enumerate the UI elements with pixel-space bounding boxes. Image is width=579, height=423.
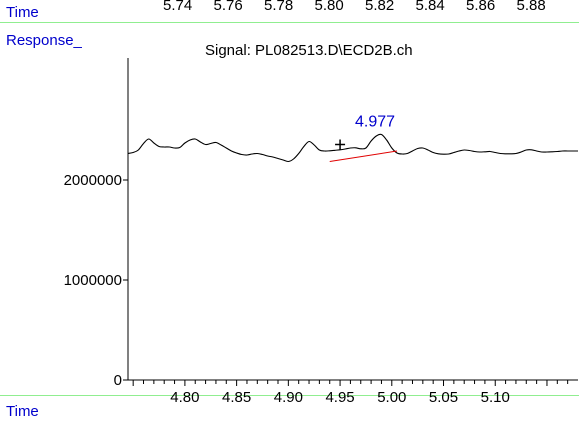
x-tick-label: 5.10 <box>481 389 510 406</box>
y-tick-label: 0 <box>114 372 122 389</box>
bottom-divider <box>0 395 579 396</box>
top-time-label: Time <box>6 4 39 21</box>
x-tick-label: 4.85 <box>222 389 251 406</box>
x-tick-label: 5.00 <box>377 389 406 406</box>
x-tick-label: 4.90 <box>274 389 303 406</box>
bottom-time-label: Time <box>6 403 39 420</box>
y-tick-label: 1000000 <box>64 272 122 289</box>
top-tick-label: 5.78 <box>264 0 294 14</box>
y-tick-label: 2000000 <box>64 172 122 189</box>
top-divider <box>0 22 579 23</box>
top-tick-label: 5.82 <box>365 0 395 14</box>
integration-baseline <box>329 150 398 162</box>
top-tick-label: 5.76 <box>213 0 243 14</box>
peak-label: 4.977 <box>355 114 395 131</box>
top-tick-label: 5.84 <box>415 0 445 14</box>
top-tick-label: 5.88 <box>516 0 546 14</box>
signal-trace <box>127 133 578 163</box>
x-tick-label: 4.80 <box>170 389 199 406</box>
response-label: Response_ <box>6 32 82 49</box>
chart-title: Signal: PL082513.D\ECD2B.ch <box>205 42 413 59</box>
top-tick-label: 5.74 <box>163 0 193 14</box>
x-tick-label: 4.95 <box>325 389 354 406</box>
x-tick-label: 5.05 <box>429 389 458 406</box>
top-tick-label: 5.86 <box>466 0 496 14</box>
top-tick-label: 5.80 <box>314 0 344 14</box>
